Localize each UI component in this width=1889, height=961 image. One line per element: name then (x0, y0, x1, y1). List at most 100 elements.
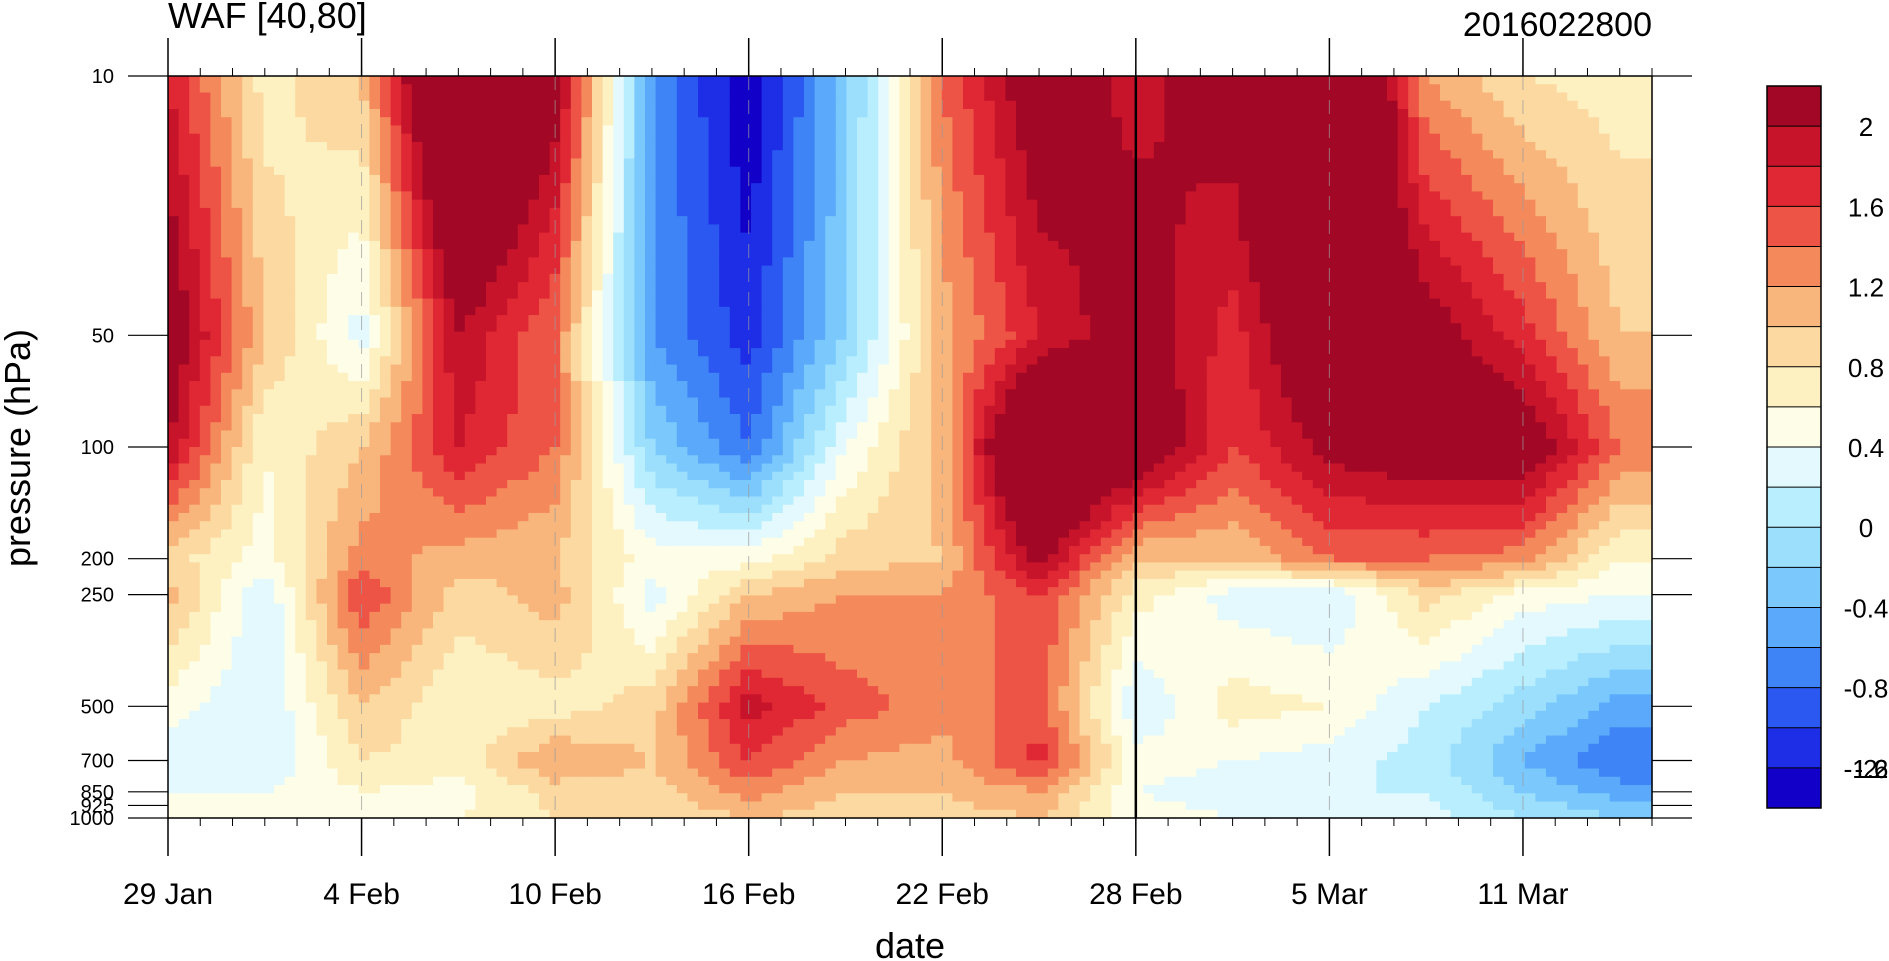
heatmap-cell (857, 183, 869, 193)
heatmap-cell (1016, 108, 1028, 118)
heatmap-cell (252, 216, 264, 225)
heatmap-cell (433, 273, 445, 283)
heatmap-cell (1281, 207, 1293, 217)
heatmap-cell (835, 166, 847, 176)
heatmap-cell (1100, 298, 1112, 308)
heatmap-cell (1122, 232, 1134, 242)
heatmap-cell (1122, 282, 1134, 291)
heatmap-cell (390, 141, 402, 151)
heatmap-cell (645, 125, 657, 135)
heatmap-cell (390, 166, 402, 176)
heatmap-cell (613, 100, 625, 110)
heatmap-cell (1323, 306, 1335, 316)
heatmap-cell (1111, 100, 1123, 110)
heatmap-cell (507, 257, 519, 267)
heatmap-cell (1514, 224, 1526, 234)
heatmap-cell (782, 224, 794, 234)
heatmap-cell (539, 331, 551, 341)
heatmap-cell (931, 117, 943, 127)
heatmap-cell (327, 257, 339, 267)
heatmap-cell (316, 117, 328, 127)
heatmap-cell (1132, 133, 1144, 143)
heatmap-cell (645, 306, 657, 316)
heatmap-cell (973, 141, 985, 151)
heatmap-cell (804, 207, 816, 217)
heatmap-cell (316, 125, 328, 135)
heatmap-cell (1302, 141, 1314, 151)
heatmap-cell (857, 315, 869, 324)
heatmap-cell (899, 158, 911, 168)
heatmap-cell (952, 306, 964, 316)
heatmap-cell (1249, 141, 1261, 151)
heatmap-cell (941, 133, 953, 143)
heatmap-cell (1111, 315, 1123, 324)
heatmap-cell (1630, 273, 1642, 283)
heatmap-cell (793, 174, 805, 184)
heatmap-cell (623, 306, 635, 316)
heatmap-cell (1599, 298, 1611, 308)
heatmap-cell (899, 76, 911, 85)
heatmap-cell (337, 224, 349, 234)
heatmap-cell (602, 141, 614, 151)
heatmap-cell (507, 141, 519, 151)
heatmap-cell (941, 84, 953, 94)
heatmap-cell (199, 273, 211, 283)
heatmap-cell (1143, 356, 1155, 366)
heatmap-cell (1630, 183, 1642, 193)
heatmap-cell (231, 108, 243, 118)
heatmap-cell (1450, 356, 1462, 366)
heatmap-cell (941, 125, 953, 135)
heatmap-cell (517, 199, 529, 209)
heatmap-cell (517, 117, 529, 127)
heatmap-cell (411, 348, 423, 357)
heatmap-cell (168, 323, 180, 333)
heatmap-cell (1524, 356, 1536, 366)
heatmap-cell (1408, 92, 1420, 102)
heatmap-cell (1005, 174, 1017, 184)
heatmap-cell (1037, 323, 1049, 333)
heatmap-cell (1058, 174, 1070, 184)
heatmap-cell (1450, 117, 1462, 127)
heatmap-cell (740, 339, 752, 349)
heatmap-cell (655, 364, 667, 374)
heatmap-cell (1334, 323, 1346, 333)
heatmap-cell (751, 174, 763, 184)
heatmap-cell (1270, 117, 1282, 127)
heatmap-cell (963, 108, 975, 118)
heatmap-cell (305, 108, 317, 118)
heatmap-cell (973, 306, 985, 316)
heatmap-cell (655, 265, 667, 275)
heatmap-cell (1196, 315, 1208, 324)
heatmap-cell (825, 232, 837, 242)
heatmap-cell (634, 265, 646, 275)
heatmap-cell (825, 166, 837, 176)
heatmap-cell (1090, 108, 1102, 118)
heatmap-cell (1259, 207, 1271, 217)
heatmap-cell (1132, 273, 1144, 283)
heatmap-cell (1228, 150, 1240, 160)
heatmap-cell (708, 298, 720, 308)
heatmap-cell (634, 315, 646, 324)
heatmap-cell (210, 141, 222, 151)
heatmap-cell (528, 306, 540, 316)
heatmap-cell (1450, 339, 1462, 349)
heatmap-cell (517, 84, 529, 94)
heatmap-cell (910, 323, 922, 333)
heatmap-cell (782, 364, 794, 374)
heatmap-cell (464, 323, 476, 333)
heatmap-cell (274, 216, 286, 225)
heatmap-cell (941, 199, 953, 209)
heatmap-cell (1365, 125, 1377, 135)
heatmap-cell (899, 232, 911, 242)
heatmap-cell (168, 84, 180, 94)
heatmap-cell (242, 174, 254, 184)
heatmap-cell (1387, 166, 1399, 176)
heatmap-cell (1175, 331, 1187, 341)
heatmap-cell (1387, 240, 1399, 250)
heatmap-cell (486, 265, 498, 275)
heatmap-cell (316, 257, 328, 267)
heatmap-cell (857, 282, 869, 291)
heatmap-cell (602, 133, 614, 143)
heatmap-cell (1016, 133, 1028, 143)
heatmap-cell (305, 339, 317, 349)
